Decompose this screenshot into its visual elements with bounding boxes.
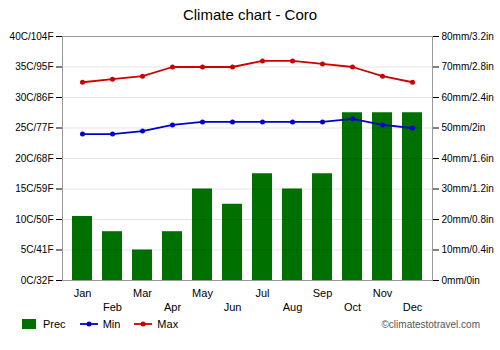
html-text:Min: Min bbox=[102, 318, 121, 330]
svg-text:Jul: Jul bbox=[255, 287, 269, 299]
svg-text:Dec: Dec bbox=[403, 301, 423, 313]
svg-text:40mm/1.6in: 40mm/1.6in bbox=[442, 153, 494, 164]
svg-text:Jun: Jun bbox=[224, 301, 242, 313]
svg-text:Nov: Nov bbox=[373, 287, 393, 299]
svg-text:Jan: Jan bbox=[74, 287, 92, 299]
svg-text:80mm/3.2in: 80mm/3.2in bbox=[442, 31, 494, 42]
svg-text:Oct: Oct bbox=[344, 301, 361, 313]
svg-text:40C/104F: 40C/104F bbox=[10, 31, 54, 42]
html-text:Prec: Prec bbox=[43, 318, 66, 330]
svg-text:Sep: Sep bbox=[313, 287, 333, 299]
svg-text:10C/50F: 10C/50F bbox=[15, 214, 53, 225]
svg-text:10mm/0.4in: 10mm/0.4in bbox=[442, 244, 494, 255]
svg-text:15C/59F: 15C/59F bbox=[15, 183, 53, 194]
html-text:Climate chart - Coro: Climate chart - Coro bbox=[182, 6, 318, 23]
svg-text:0C/32F: 0C/32F bbox=[21, 275, 54, 286]
svg-text:20C/68F: 20C/68F bbox=[15, 153, 53, 164]
svg-text:60mm/2.4in: 60mm/2.4in bbox=[442, 92, 494, 103]
html-text:©climatestotravel.com: ©climatestotravel.com bbox=[381, 318, 480, 330]
svg-text:Feb: Feb bbox=[103, 301, 122, 313]
svg-text:May: May bbox=[192, 287, 213, 299]
svg-text:25C/77F: 25C/77F bbox=[15, 122, 53, 133]
svg-text:20mm/0.8in: 20mm/0.8in bbox=[442, 214, 494, 225]
svg-text:Mar: Mar bbox=[133, 287, 152, 299]
svg-text:Aug: Aug bbox=[283, 301, 303, 313]
svg-text:35C/95F: 35C/95F bbox=[15, 61, 53, 72]
svg-text:30mm/1.2in: 30mm/1.2in bbox=[442, 183, 494, 194]
svg-text:30C/86F: 30C/86F bbox=[15, 92, 53, 103]
svg-text:Apr: Apr bbox=[164, 301, 181, 313]
svg-text:0mm/0in: 0mm/0in bbox=[442, 275, 480, 286]
svg-text:50mm/2in: 50mm/2in bbox=[442, 122, 486, 133]
svg-text:70mm/2.8in: 70mm/2.8in bbox=[442, 61, 494, 72]
html-text:Max: Max bbox=[157, 318, 179, 330]
svg-text:5C/41F: 5C/41F bbox=[21, 244, 54, 255]
